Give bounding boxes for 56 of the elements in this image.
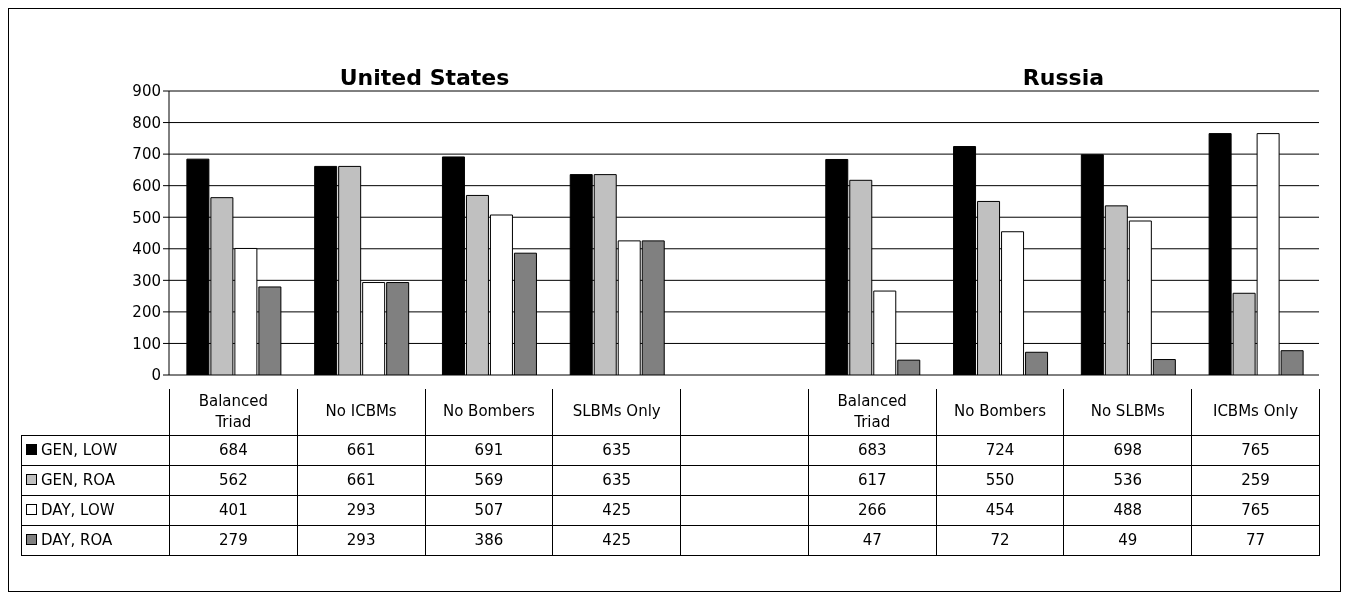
y-tick-label: 200 — [132, 303, 161, 322]
data-label: 569 — [425, 465, 553, 495]
data-label: 724 — [936, 435, 1064, 465]
x-tick-label: ICBMs Only — [1191, 389, 1320, 435]
y-tick-label: 600 — [132, 176, 161, 195]
data-label: 635 — [552, 435, 681, 465]
x-tick-label: No Bombers — [425, 389, 553, 435]
data-label: 454 — [936, 495, 1064, 525]
x-tick-label: Balanced Triad — [169, 389, 298, 435]
data-label: 698 — [1063, 435, 1192, 465]
data-label: 279 — [169, 525, 298, 555]
data-label: 562 — [169, 465, 298, 495]
y-tick-label: 700 — [132, 145, 161, 164]
data-label: 401 — [169, 495, 298, 525]
data-label: 49 — [1063, 525, 1192, 555]
data-label: 386 — [425, 525, 553, 555]
data-label: 536 — [1063, 465, 1192, 495]
legend-label: GEN, ROA — [21, 465, 170, 495]
x-tick-label: No Bombers — [936, 389, 1064, 435]
data-label: 683 — [808, 435, 937, 465]
text: United States — [338, 65, 511, 90]
y-tick-label: 400 — [132, 240, 161, 259]
legend-label: DAY, LOW — [21, 495, 170, 525]
data-label: 488 — [1063, 495, 1192, 525]
y-tick-label: 100 — [132, 334, 161, 353]
x-tick-label: Balanced Triad — [808, 389, 937, 435]
data-label: 691 — [425, 435, 553, 465]
text: Russia — [1021, 65, 1106, 90]
data-label: 72 — [936, 525, 1064, 555]
legend-label: DAY, ROA — [21, 525, 170, 555]
y-tick-label: 300 — [132, 271, 161, 290]
data-label: 293 — [297, 525, 426, 555]
data-label: 259 — [1191, 465, 1320, 495]
data-label: 77 — [1191, 525, 1320, 555]
x-tick-label: SLBMs Only — [552, 389, 681, 435]
x-tick-label: No ICBMs — [297, 389, 426, 435]
y-tick-label: 500 — [132, 208, 161, 227]
data-label: 507 — [425, 495, 553, 525]
legend-label: GEN, LOW — [21, 435, 170, 465]
data-label: 550 — [936, 465, 1064, 495]
data-label: 425 — [552, 495, 681, 525]
x-tick-label: No SLBMs — [1063, 389, 1192, 435]
y-tick-label: 900 — [132, 82, 161, 101]
y-tick-label: 800 — [132, 113, 161, 132]
data-label: 425 — [552, 525, 681, 555]
data-label: 765 — [1191, 495, 1320, 525]
data-label: 661 — [297, 435, 426, 465]
data-label: 765 — [1191, 435, 1320, 465]
data-label: 47 — [808, 525, 937, 555]
data-label: 635 — [552, 465, 681, 495]
data-label: 617 — [808, 465, 937, 495]
data-label: 684 — [169, 435, 298, 465]
data-label: 661 — [297, 465, 426, 495]
data-label: 293 — [297, 495, 426, 525]
y-tick-label: 0 — [151, 366, 161, 385]
data-label: 266 — [808, 495, 937, 525]
